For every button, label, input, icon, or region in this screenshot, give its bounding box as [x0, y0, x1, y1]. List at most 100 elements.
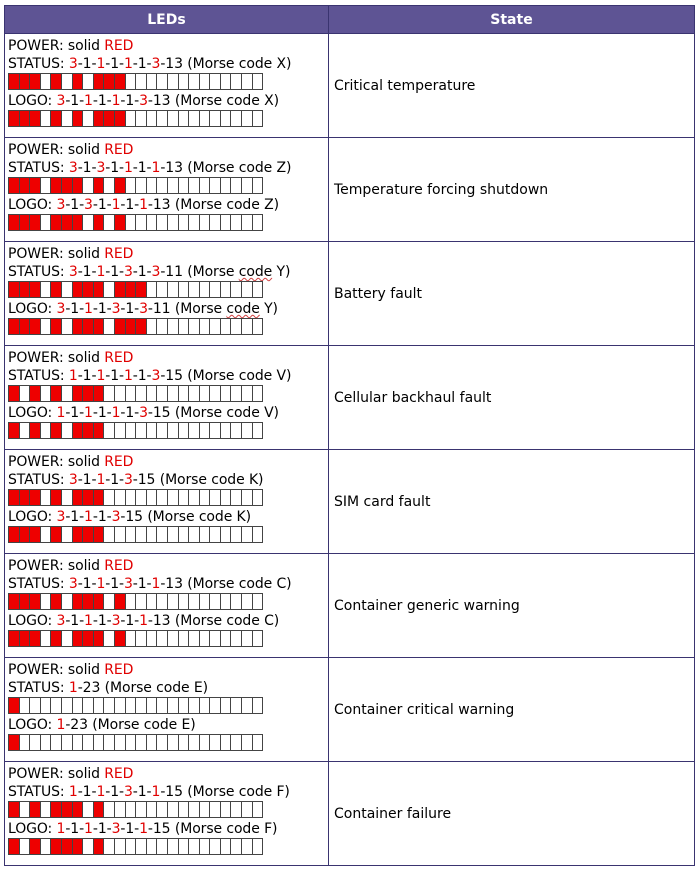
sequence-number: 1 [84, 93, 93, 109]
state-cell: SIM card fault [328, 449, 695, 554]
sequence-number: 3 [139, 93, 148, 109]
logo-line: LOGO: 3-1-1-1-3-1-1-13 (Morse code C) [8, 613, 280, 629]
led-off-cell [251, 177, 264, 194]
sequence-number: 15 [125, 509, 143, 525]
state-cell: Temperature forcing shutdown [328, 137, 695, 242]
sequence-number: 1 [70, 197, 80, 213]
sequence-number: 1 [139, 197, 148, 213]
sequence-number: 15 [165, 368, 183, 384]
sequence-number: 13 [165, 160, 183, 176]
logo-line: LOGO: 3-1-1-1-3-15 (Morse code K) [8, 509, 251, 525]
sequence-number: 1 [96, 784, 106, 800]
morse-code-label: (Morse code K) [142, 509, 251, 525]
sequence-number: 15 [165, 784, 183, 800]
sequence-number: 1 [110, 576, 120, 592]
sequence-number: 3 [68, 56, 78, 72]
logo-line: LOGO: 3-1-1-1-3-1-3-11 (Morse code Y) [8, 301, 278, 317]
leds-cell: POWER: solid RED STATUS: 1-1-1-1-3-1-1-15… [4, 761, 329, 866]
power-line: POWER: solid RED [8, 349, 328, 367]
sequence-number: 1 [125, 821, 135, 837]
logo-line: LOGO: 3-1-3-1-1-1-1-13 (Morse code Z) [8, 197, 279, 213]
sequence-number: 1 [110, 472, 120, 488]
sequence-number: 11 [165, 264, 183, 280]
line-prefix: LOGO: [8, 821, 57, 837]
sequence-number: 1 [68, 784, 78, 800]
status-pattern [8, 385, 328, 402]
line-prefix: STATUS: [8, 56, 69, 72]
sequence-number: 1 [137, 264, 147, 280]
sequence-number: 1 [110, 368, 120, 384]
sequence-number: 3 [68, 264, 78, 280]
morse-code-label: (Morse code F) [182, 784, 290, 800]
state-cell: Critical temperature [328, 33, 695, 138]
sequence-number: 3 [111, 821, 121, 837]
sequence-number: 1 [70, 405, 80, 421]
table-row: POWER: solid RED STATUS: 3-1-3-1-1-1-1-13… [4, 137, 695, 242]
sequence-number: 1 [125, 93, 135, 109]
sequence-number: 13 [152, 197, 171, 213]
sequence-number: 1 [84, 301, 93, 317]
logo-line: LOGO: 3-1-1-1-1-1-3-13 (Morse code X) [8, 93, 279, 109]
sequence-number: 1 [137, 576, 147, 592]
logo-pattern [8, 630, 328, 647]
power-label: POWER: solid [8, 350, 105, 366]
line-prefix: LOGO: [8, 301, 57, 317]
line-prefix: LOGO: [8, 93, 57, 109]
status-pattern [8, 73, 328, 90]
sequence-number: 13 [152, 613, 171, 629]
sequence-number: 3 [123, 264, 133, 280]
sequence-number: 1 [84, 613, 93, 629]
sequence-number: 1 [137, 56, 147, 72]
sequence-number: 1 [137, 368, 147, 384]
state-cell: Cellular backhaul fault [328, 345, 695, 450]
sequence-number: 3 [56, 197, 66, 213]
power-color: RED [104, 766, 134, 782]
morse-code-label: (Morse code Y) [170, 301, 278, 317]
morse-code-label: (Morse code Z) [182, 160, 292, 176]
line-prefix: LOGO: [8, 197, 57, 213]
sequence-number: 1 [70, 821, 80, 837]
led-off-cell [251, 110, 264, 127]
leds-cell: POWER: solid RED STATUS: 3-1-1-1-3-1-1-13… [4, 553, 329, 658]
sequence-number: 3 [123, 784, 133, 800]
state-cell: Container failure [328, 761, 695, 866]
morse-code-label: (Morse code Y) [182, 264, 291, 280]
sequence-number: 15 [152, 405, 171, 421]
sequence-number: 3 [151, 368, 161, 384]
led-off-cell [251, 734, 264, 751]
sequence-number: 1 [96, 56, 106, 72]
sequence-number: 1 [97, 93, 107, 109]
morse-code-label: (Morse code V) [170, 405, 279, 421]
status-pattern [8, 281, 328, 298]
morse-code-label: (Morse code K) [155, 472, 264, 488]
line-prefix: STATUS: [8, 576, 69, 592]
line-prefix: STATUS: [8, 472, 69, 488]
morse-code-label: (Morse code X) [170, 93, 279, 109]
sequence-number: 1 [110, 160, 120, 176]
logo-pattern [8, 422, 328, 439]
spellcheck-word: code [226, 301, 260, 317]
power-color: RED [104, 454, 134, 470]
sequence-number: 1 [82, 784, 92, 800]
sequence-number: 3 [151, 56, 161, 72]
leds-column-header: LEDs [4, 5, 329, 34]
sequence-number: 13 [152, 93, 171, 109]
sequence-number: 1 [151, 784, 161, 800]
sequence-number: 1 [56, 717, 66, 733]
sequence-number: 3 [151, 264, 161, 280]
sequence-number: 3 [56, 93, 66, 109]
morse-code-label: (Morse code Z) [170, 197, 279, 213]
power-label: POWER: solid [8, 246, 105, 262]
status-line: STATUS: 1-1-1-1-3-1-1-15 (Morse code F) [8, 784, 290, 800]
table-row: POWER: solid RED STATUS: 3-1-1-1-3-1-1-13… [4, 553, 695, 658]
sequence-number: 1 [70, 93, 80, 109]
sequence-number: 1 [68, 368, 78, 384]
sequence-number: 1 [68, 680, 78, 696]
led-off-cell [251, 838, 264, 855]
line-prefix: LOGO: [8, 613, 57, 629]
morse-code-label: (Morse code V) [182, 368, 292, 384]
sequence-number: 1 [84, 509, 93, 525]
sequence-number: 1 [97, 301, 107, 317]
power-color: RED [104, 38, 134, 54]
line-prefix: STATUS: [8, 784, 69, 800]
